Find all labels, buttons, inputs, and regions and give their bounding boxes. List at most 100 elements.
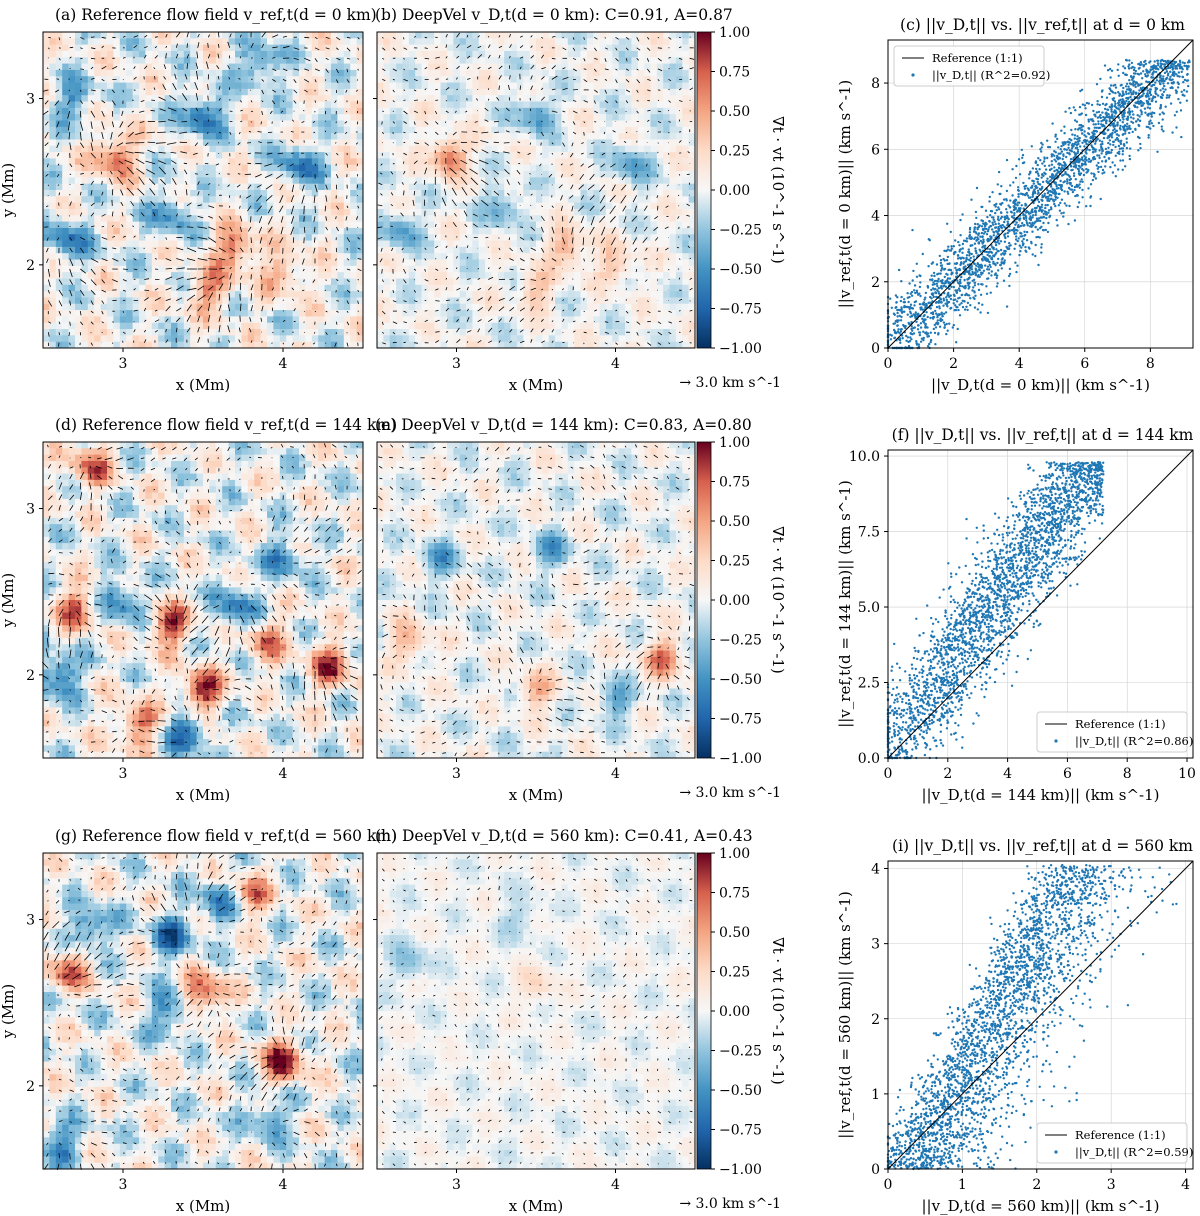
heatmap-cell [434,158,441,166]
heatmap-cell [656,145,664,153]
heatmap-cell [337,278,345,286]
heatmap-cell [548,95,556,102]
heatmap-cell [119,310,127,317]
heatmap-cell [478,145,486,153]
heatmap-cell [561,120,569,128]
heatmap-cell [472,208,480,216]
heatmap-cell [94,158,101,166]
heatmap-cell [402,221,410,229]
velocity-arrow [261,79,265,82]
velocity-arrow [69,258,74,267]
heatmap-cell [466,221,473,229]
heatmap-cell [171,69,178,77]
heatmap-cell [119,63,127,71]
heatmap-cell [343,284,351,292]
heatmap-cell [580,50,588,58]
heatmap-cell [49,120,57,128]
heatmap-cell [536,120,543,128]
heatmap-cell [267,246,274,254]
velocity-arrow [163,187,167,196]
heatmap-cell [669,215,677,222]
velocity-arrow [194,173,198,175]
heatmap-cell [631,50,639,58]
heatmap-cell [132,44,140,52]
heatmap-cell [472,44,480,52]
heatmap-cell [260,32,268,39]
heatmap-cell [81,341,89,349]
heatmap-cell [618,139,626,147]
heatmap-cell [235,329,242,336]
heatmap-cell [324,284,332,292]
heatmap-cell [324,114,332,121]
heatmap-cell [87,69,95,77]
heatmap-cell [586,76,594,83]
heatmap-cell [203,133,210,140]
velocity-arrow [112,236,116,238]
heatmap-cell [254,63,261,71]
heatmap-cell [235,234,242,241]
heatmap-cell [55,240,63,248]
heatmap-cell [171,133,178,140]
heatmap-cell [580,158,588,166]
heatmap-cell [292,240,300,248]
heatmap-cell [151,272,159,279]
velocity-arrow [265,195,273,202]
heatmap-cell [663,38,670,46]
velocity-arrow [197,215,204,219]
heatmap-cell [669,164,677,172]
heatmap-cell [126,95,133,102]
heatmap-cell [542,215,550,222]
heatmap-cell [675,158,683,166]
heatmap-cell [158,196,165,204]
heatmap-cell [472,50,480,58]
velocity-arrow [256,205,263,213]
velocity-arrow [267,205,273,214]
heatmap-cell [318,310,325,317]
heatmap-cell [599,120,607,128]
velocity-arrow [90,279,97,286]
velocity-arrow [229,33,232,38]
map-panel-b: 3 4(b) DeepVel v_D,t(d = 0 km): C=0.91, A… [373,6,733,394]
heatmap-cell [292,196,300,204]
heatmap-cell [331,101,338,109]
heatmap-cell [350,221,357,229]
heatmap-cell [650,152,658,159]
velocity-arrow [176,276,184,280]
heatmap-cell [434,202,441,210]
heatmap-cell [177,88,185,96]
velocity-arrow [79,212,83,217]
heatmap-cell [68,196,76,204]
velocity-arrow [357,300,359,305]
heatmap-cell [510,44,518,52]
heatmap-cell [561,190,569,197]
heatmap-cell [434,95,441,102]
velocity-arrow [335,205,340,210]
heatmap-cell [311,246,319,254]
velocity-arrow [239,226,242,233]
heatmap-cell [215,259,223,267]
heatmap-cell [453,63,461,71]
heatmap-cell [324,278,332,286]
heatmap-cell [523,57,531,64]
heatmap-cell [637,50,645,58]
heatmap-cell [299,265,306,273]
velocity-arrow [266,152,273,155]
velocity-arrow [173,65,177,70]
heatmap-cell [523,177,531,185]
velocity-arrow [256,184,262,188]
heatmap-cell [235,291,242,298]
velocity-arrow [184,73,188,80]
heatmap-cell [663,145,670,153]
heatmap-cell [529,38,537,46]
heatmap-cell [396,63,403,71]
heatmap-cell [145,329,153,336]
heatmap-cell [331,139,338,147]
heatmap-cell [453,69,461,77]
heatmap-cell [396,114,403,121]
heatmap-cell [43,240,50,248]
heatmap-cell [318,316,325,324]
heatmap-cell [305,177,313,185]
heatmap-cell [222,208,229,216]
heatmap-cell [561,145,569,153]
heatmap-cell [586,145,594,153]
